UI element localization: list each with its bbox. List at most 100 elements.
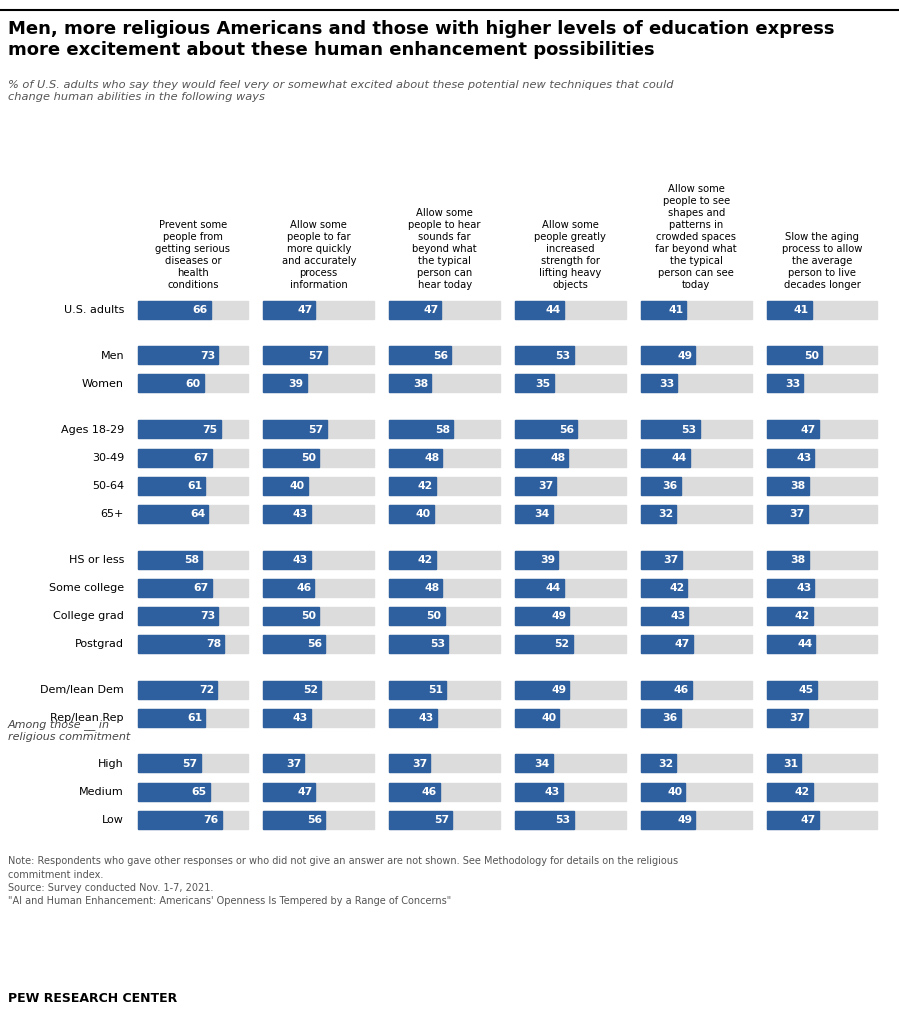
Bar (263, 301, 374, 318)
Bar (138, 709, 205, 726)
Text: 53: 53 (681, 425, 697, 435)
Bar (641, 504, 676, 523)
Text: 53: 53 (556, 351, 571, 361)
Bar (641, 301, 752, 318)
Bar (263, 634, 374, 653)
Bar (389, 477, 436, 494)
Bar (138, 301, 210, 318)
Text: 42: 42 (795, 611, 810, 621)
Text: 47: 47 (800, 425, 815, 435)
Bar (389, 347, 451, 364)
Text: 50-64: 50-64 (92, 481, 124, 491)
Text: 57: 57 (182, 759, 198, 769)
Text: Among those __ in
religious commitment: Among those __ in religious commitment (8, 719, 130, 742)
Text: 42: 42 (417, 555, 432, 565)
Bar (138, 680, 218, 699)
Bar (515, 550, 558, 569)
Text: 46: 46 (296, 583, 311, 593)
Bar (263, 550, 311, 569)
Bar (515, 680, 569, 699)
Text: 43: 43 (671, 611, 686, 621)
Bar (138, 550, 201, 569)
Bar (138, 783, 248, 801)
Text: 56: 56 (433, 351, 449, 361)
Bar (767, 347, 822, 364)
Bar (641, 578, 688, 596)
Bar (138, 504, 248, 523)
Bar (389, 550, 500, 569)
Text: Dem/lean Dem: Dem/lean Dem (40, 685, 124, 695)
Bar (263, 550, 374, 569)
Bar (138, 347, 218, 364)
Bar (515, 709, 626, 726)
Text: 67: 67 (193, 583, 209, 593)
Text: Men, more religious Americans and those with higher levels of education express
: Men, more religious Americans and those … (8, 20, 834, 58)
Bar (641, 374, 752, 393)
Text: 57: 57 (308, 351, 324, 361)
Text: U.S. adults: U.S. adults (64, 305, 124, 315)
Bar (389, 634, 500, 653)
Text: 30-49: 30-49 (92, 453, 124, 463)
Text: 61: 61 (187, 713, 202, 723)
Bar (767, 607, 877, 624)
Text: 48: 48 (424, 453, 440, 463)
Text: 76: 76 (203, 815, 218, 825)
Bar (641, 755, 752, 772)
Text: Medium: Medium (79, 787, 124, 797)
Text: 78: 78 (206, 639, 221, 649)
Bar (767, 347, 877, 364)
Text: 42: 42 (417, 481, 432, 491)
Text: 37: 37 (286, 759, 301, 769)
Bar (389, 783, 441, 801)
Bar (515, 810, 626, 829)
Text: 45: 45 (798, 685, 814, 695)
Bar (389, 607, 445, 624)
Bar (138, 755, 248, 772)
Bar (263, 810, 325, 829)
Text: 44: 44 (672, 453, 687, 463)
Bar (767, 680, 816, 699)
Text: 60: 60 (186, 379, 201, 389)
Bar (389, 504, 433, 523)
Bar (641, 374, 678, 393)
Bar (515, 578, 626, 596)
Bar (389, 477, 500, 494)
Text: 44: 44 (797, 639, 813, 649)
Bar (138, 709, 248, 726)
Bar (138, 420, 248, 439)
Text: 67: 67 (193, 453, 209, 463)
Text: College grad: College grad (53, 611, 124, 621)
Bar (767, 301, 877, 318)
Bar (641, 634, 693, 653)
Text: Rep/lean Rep: Rep/lean Rep (50, 713, 124, 723)
Text: 39: 39 (289, 379, 304, 389)
Text: 49: 49 (677, 815, 692, 825)
Bar (767, 755, 877, 772)
Bar (767, 783, 877, 801)
Bar (641, 448, 690, 466)
Bar (515, 783, 626, 801)
Bar (515, 607, 626, 624)
Bar (138, 634, 224, 653)
Text: 34: 34 (534, 759, 549, 769)
Text: 52: 52 (303, 685, 318, 695)
Bar (641, 477, 681, 494)
Text: 64: 64 (191, 509, 205, 519)
Bar (263, 301, 316, 318)
Bar (138, 477, 248, 494)
Bar (515, 578, 564, 596)
Bar (263, 477, 374, 494)
Text: Allow some
people to hear
sounds far
beyond what
the typical
person can
hear tod: Allow some people to hear sounds far bey… (408, 208, 481, 290)
Text: 46: 46 (673, 685, 689, 695)
Text: 37: 37 (538, 481, 553, 491)
Bar (263, 810, 374, 829)
Text: 40: 40 (667, 787, 682, 797)
Text: 44: 44 (546, 583, 561, 593)
Text: 43: 43 (419, 713, 434, 723)
Text: High: High (98, 759, 124, 769)
Bar (641, 301, 686, 318)
Bar (389, 578, 500, 596)
Bar (641, 347, 695, 364)
Bar (641, 420, 752, 439)
Text: 37: 37 (789, 713, 805, 723)
